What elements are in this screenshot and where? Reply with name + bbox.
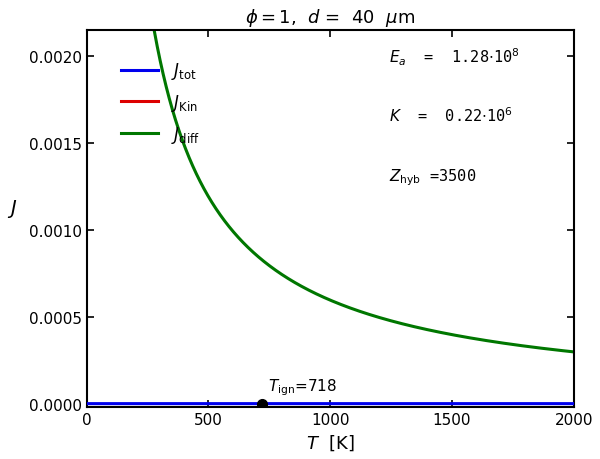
Y-axis label: $J$: $J$ xyxy=(7,197,17,219)
Text: $E_a$  =  1.28$\cdot$10$^8$: $E_a$ = 1.28$\cdot$10$^8$ xyxy=(389,46,520,67)
Title: $\phi=1$,  $d$ =  40  $\mu$m: $\phi=1$, $d$ = 40 $\mu$m xyxy=(245,7,415,29)
Legend: $J_{\rm tot}$, $J_{\rm Kin}$, $J_{\rm diff}$: $J_{\rm tot}$, $J_{\rm Kin}$, $J_{\rm di… xyxy=(115,55,206,152)
X-axis label: $T$  [K]: $T$ [K] xyxy=(306,432,355,452)
Text: $T_{\rm ign}$=718: $T_{\rm ign}$=718 xyxy=(268,376,337,397)
Text: $K$  =  0.22$\cdot$10$^6$: $K$ = 0.22$\cdot$10$^6$ xyxy=(389,106,513,125)
Text: $Z_{\rm hyb}$ =3500: $Z_{\rm hyb}$ =3500 xyxy=(389,167,476,187)
